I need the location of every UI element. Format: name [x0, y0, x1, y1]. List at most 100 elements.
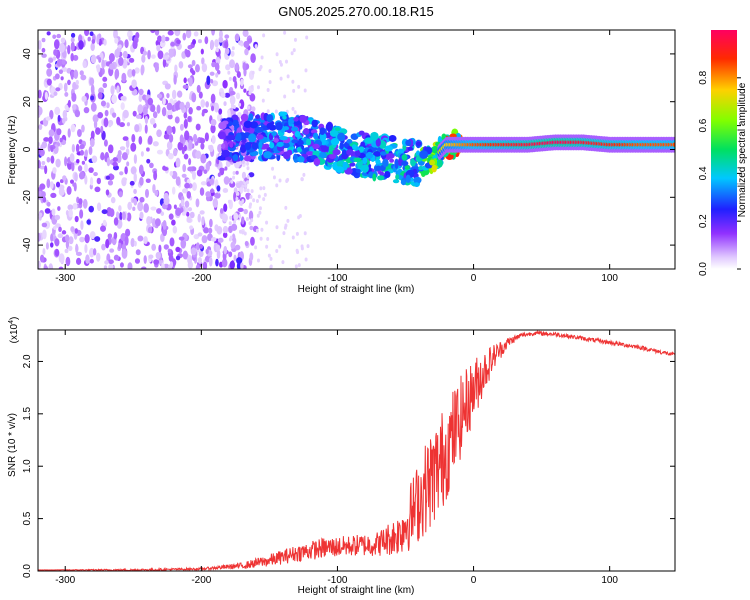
spectrogram-noise-blob [103, 117, 109, 128]
spectrogram-noise-blob [236, 71, 241, 78]
spectrogram-noise-blob [174, 64, 178, 73]
spectrogram-noise-blob [74, 109, 81, 118]
spectrogram-noise-blob [84, 149, 88, 157]
spectrogram-noise-blob [57, 114, 61, 122]
spectrogram-noise-blob [96, 202, 102, 212]
spectrogram-noise-blob [172, 126, 176, 135]
spectrogram-noise-blob [172, 225, 178, 234]
spectrogram-noise-blob [265, 220, 269, 225]
spectrogram-noise-blob [303, 88, 307, 93]
spectrogram-noise-blob [108, 259, 114, 265]
spectrogram-noise-blob [185, 30, 192, 39]
spectrogram-noise-blob [275, 248, 279, 253]
spectrogram-noise-blob [79, 149, 84, 156]
spectrogram-noise-blob [186, 216, 192, 223]
spectrogram-noise-blob [283, 225, 287, 230]
colorbar: 0.0 0.2 0.4 0.6 0.8 Normalized spectral ampl… [698, 30, 748, 276]
spectrogram-noise-blob [265, 244, 269, 249]
spectrogram-noise-blob [58, 69, 64, 74]
spectrogram-noise-blob [168, 49, 174, 58]
spectrogram-noise-blob [74, 172, 78, 182]
spectrogram-noise-blob [183, 77, 187, 84]
spectrogram-band-blob [429, 159, 436, 166]
spectrogram-band-blob [225, 156, 232, 161]
spectrogram-noise-blob [103, 139, 108, 147]
spectrogram-noise-blob [251, 70, 255, 75]
spectrogram-noise-blob [134, 258, 141, 264]
spectrogram-band-blob [389, 158, 395, 163]
spectrogram-band-blob [276, 141, 284, 148]
spectrogram-noise-blob [220, 92, 226, 99]
spectrogram-noise-blob [108, 122, 112, 128]
spectrogram-noise-blob [52, 34, 57, 39]
spectrogram-noise-blob [188, 76, 193, 87]
spectrogram-noise-blob [178, 236, 185, 241]
spectrogram-noise-blob [238, 214, 242, 219]
spectrogram-noise-blob [46, 201, 51, 207]
spectrogram-noise-blob [151, 217, 157, 228]
spectrogram-noise-blob [283, 94, 287, 99]
spectrogram-band-blob [296, 139, 305, 146]
snr-background [38, 330, 675, 571]
spectrogram-noise-blob [164, 36, 170, 42]
spectrogram-noise-blob [195, 123, 201, 131]
spectrogram-noise-blob [182, 250, 188, 260]
snr-series-line [38, 330, 675, 571]
spectrogram-ylabel: Frequency (Hz) [7, 116, 18, 185]
spectrogram-band-blob [244, 141, 252, 151]
spectrogram-noise-blob [182, 84, 189, 90]
spectrogram-noise-blob [130, 166, 137, 175]
spectrogram-band-blob [360, 141, 366, 148]
spectrogram-noise-blob [230, 179, 234, 184]
spectrogram-band-blob [436, 159, 443, 168]
spectrogram-noise-blob [102, 82, 108, 89]
spectrogram-noise-blob [138, 94, 143, 103]
spectrogram-noise-blob [106, 157, 111, 167]
spectrogram-noise-blob [258, 206, 262, 211]
spectrogram-band-blob [269, 141, 275, 149]
spectrogram-noise-blob [201, 63, 208, 73]
spectrogram-noise-blob [250, 189, 254, 194]
spectrogram-noise-blob [138, 135, 143, 145]
spectrogram-noise-blob [64, 156, 68, 167]
spectrogram-noise-blob [300, 246, 304, 251]
colorbar-tick-label: 0.2 [698, 214, 709, 228]
spectrogram-noise-blob [193, 234, 200, 240]
spectrogram-noise-blob [176, 39, 181, 44]
spectrogram-noise-blob [119, 146, 126, 151]
spectrogram-noise-blob [131, 133, 136, 143]
spectrogram-band-blob [385, 152, 395, 159]
spectrogram-noise-blob [242, 61, 247, 71]
spectrogram-band-blob [248, 113, 254, 121]
spectrogram-noise-blob [108, 63, 115, 70]
spectrogram-noise-blob [133, 154, 138, 164]
spectrogram-xtick-label: -300 [55, 273, 75, 284]
spectrogram-noise-blob [224, 166, 228, 171]
spectrogram-noise-blob [214, 192, 221, 199]
spectrogram-noise-blob [84, 175, 88, 185]
spectrogram-band-blob [232, 154, 239, 162]
spectrogram-noise-blob [238, 102, 242, 107]
spectrogram-noise-blob [59, 179, 64, 184]
spectrogram-noise-blob [75, 143, 80, 153]
spectrogram-noise-blob [183, 153, 189, 160]
spectrogram-noise-blob [153, 259, 160, 265]
spectrogram-noise-blob [140, 66, 144, 76]
spectrogram-noise-blob [70, 32, 76, 38]
spectrogram-noise-blob [234, 80, 238, 89]
spectrogram-noise-blob [44, 208, 51, 214]
spectrogram-noise-blob [51, 208, 56, 216]
snr-y-axis: 0.0 0.5 1.0 1.5 2.0 [22, 354, 675, 578]
spectrogram-noise-blob [217, 172, 221, 177]
spectrogram-noise-blob [286, 74, 290, 79]
spectrogram-band-blob [431, 164, 437, 173]
spectrogram-noise-blob [156, 93, 163, 99]
spectrogram-noise-blob [124, 235, 129, 246]
colorbar-gradient [711, 30, 737, 269]
spectrogram-noise-blob [228, 76, 232, 81]
spectrogram-noise-blob [135, 114, 142, 119]
spectrogram-noise-blob [249, 93, 256, 102]
spectrogram-noise-blob [79, 236, 85, 243]
spectrogram-noise-blob [306, 244, 310, 249]
spectrogram-noise-blob [200, 181, 207, 186]
